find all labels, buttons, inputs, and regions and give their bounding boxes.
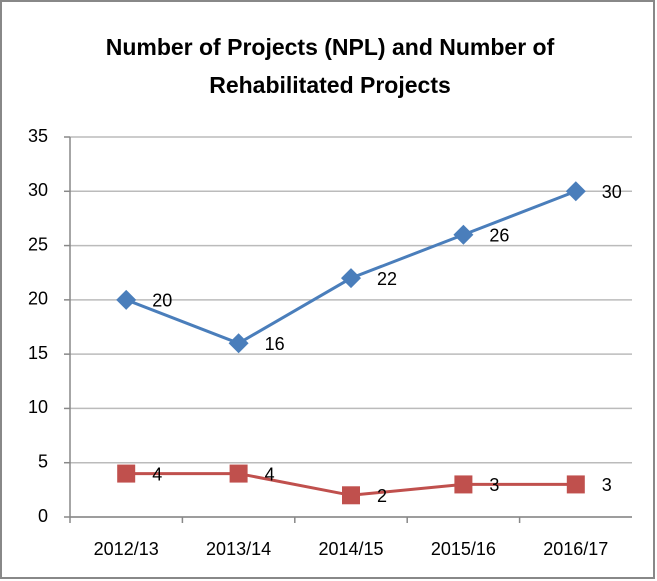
- data-label: 3: [489, 475, 499, 495]
- data-label: 4: [265, 464, 275, 484]
- marker: [229, 464, 248, 483]
- y-tick-label: 20: [28, 289, 48, 309]
- data-label: 30: [602, 182, 622, 202]
- x-tick-label: 2016/17: [543, 539, 608, 559]
- x-tick-label: 2012/13: [94, 539, 159, 559]
- marker: [454, 475, 473, 494]
- chart-title: Number of Projects (NPL) and Number of R…: [105, 34, 555, 98]
- marker: [453, 224, 474, 245]
- data-label: 4: [152, 464, 162, 484]
- x-tick-label: 2013/14: [206, 539, 271, 559]
- data-label: 2: [377, 486, 387, 506]
- x-tick-label: 2015/16: [431, 539, 496, 559]
- data-label: 20: [152, 291, 172, 311]
- y-tick-label: 5: [38, 451, 48, 471]
- y-tick-label: 0: [38, 506, 48, 526]
- marker: [565, 181, 586, 202]
- y-tick-label: 15: [28, 343, 48, 363]
- data-label: 3: [602, 475, 612, 495]
- y-tick-label: 25: [28, 234, 48, 254]
- marker: [116, 289, 137, 310]
- y-tick-label: 35: [28, 126, 48, 146]
- marker: [566, 475, 585, 494]
- marker: [228, 333, 249, 354]
- data-label: 22: [377, 269, 397, 289]
- data-label: 16: [265, 334, 285, 354]
- y-tick-label: 30: [28, 180, 48, 200]
- marker: [341, 268, 361, 289]
- marker: [117, 464, 136, 483]
- x-tick-label: 2014/15: [318, 539, 383, 559]
- marker: [342, 486, 360, 505]
- data-label: 26: [489, 225, 509, 245]
- y-tick-label: 10: [28, 397, 48, 417]
